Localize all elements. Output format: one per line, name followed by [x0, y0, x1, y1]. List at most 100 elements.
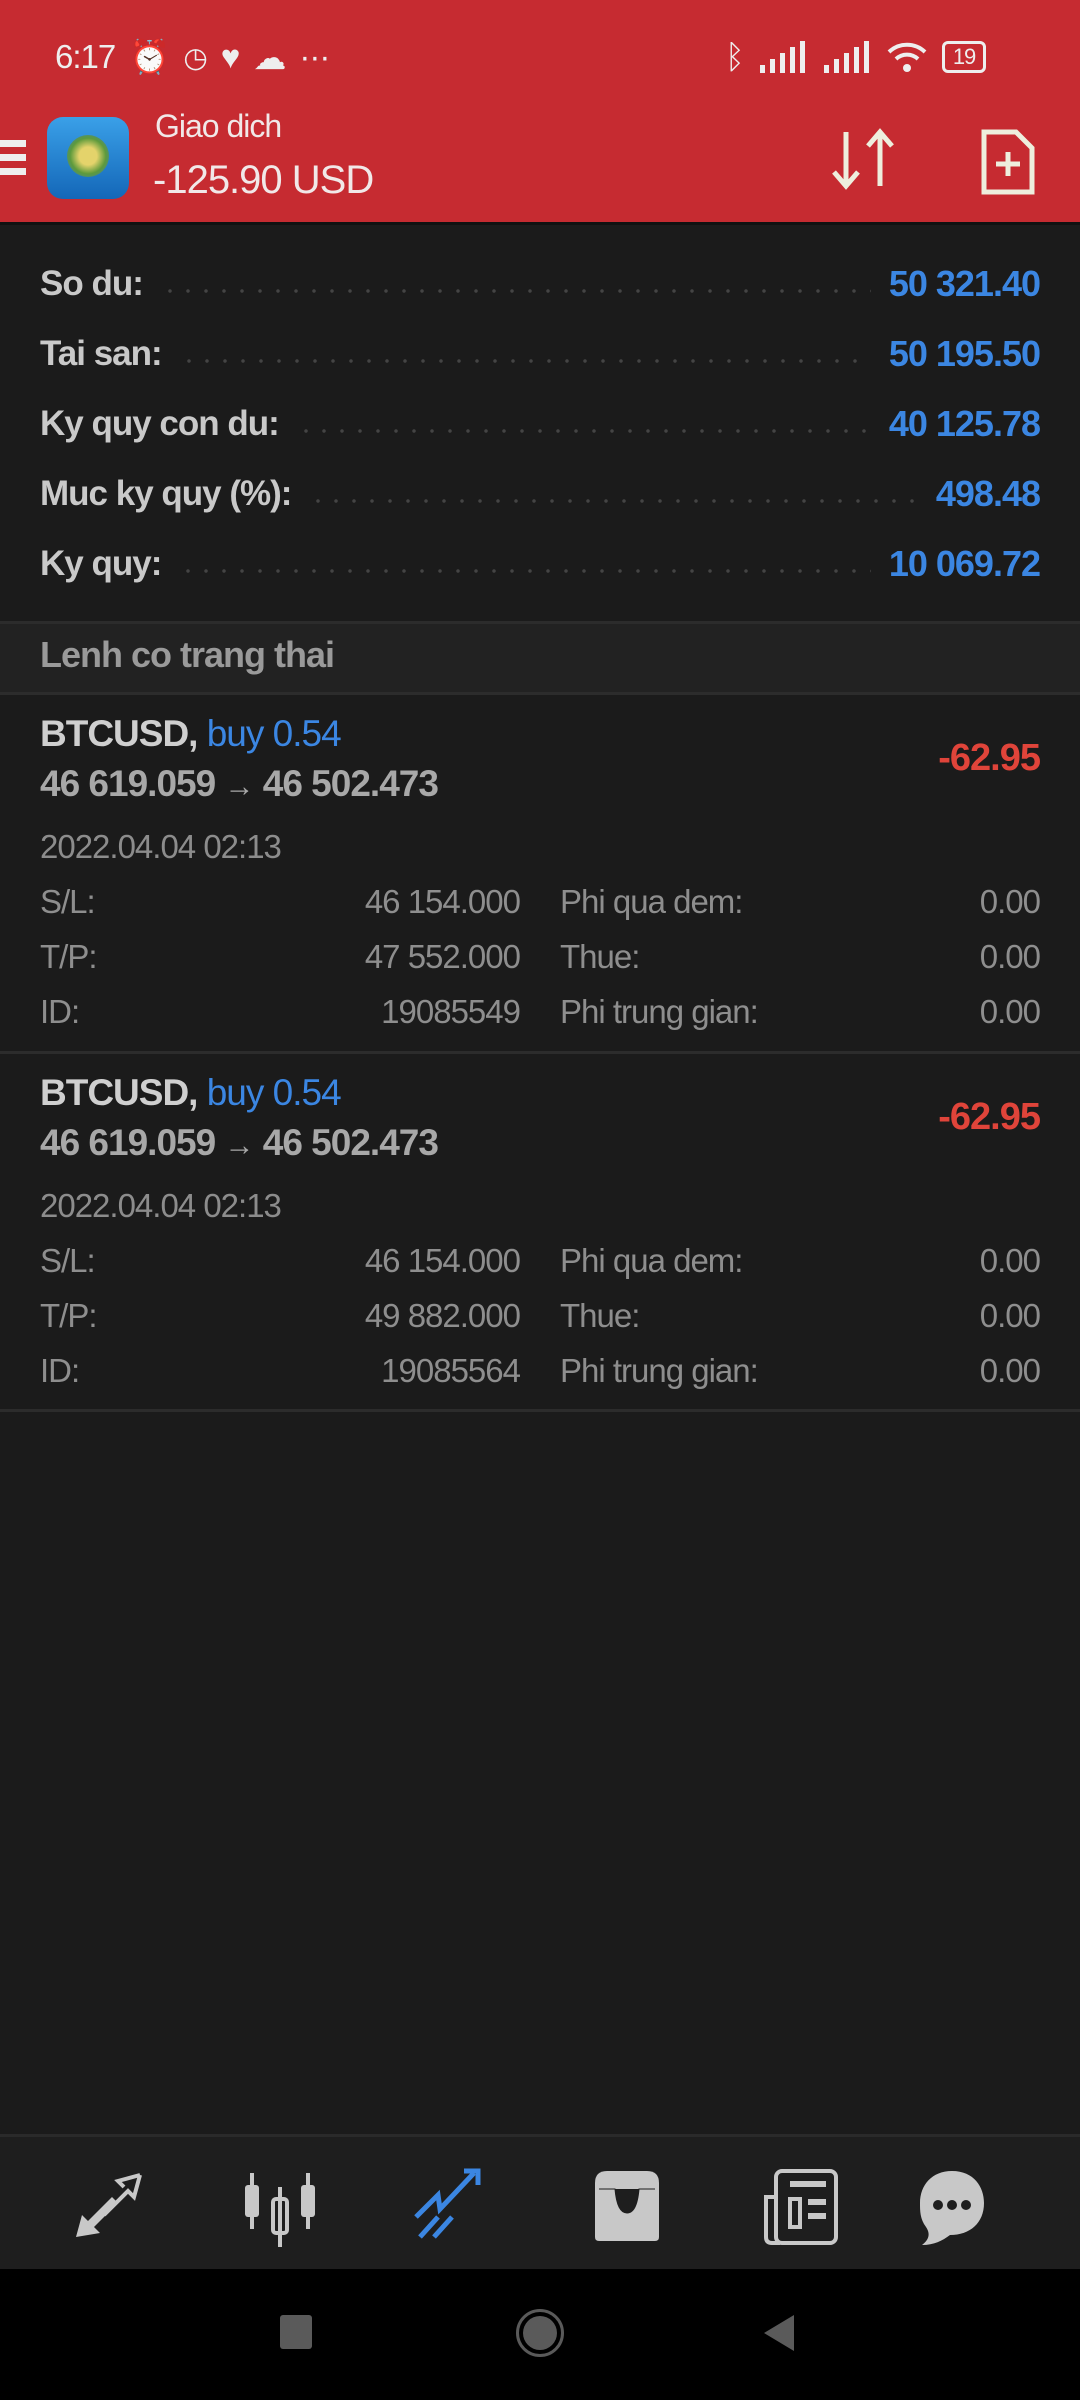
bluetooth-icon: ᛒ — [725, 38, 745, 75]
signal-icon — [823, 41, 869, 73]
tax-value: 0.00 — [979, 938, 1041, 975]
clock-icon: ◷ — [183, 41, 207, 73]
position-item[interactable]: BTCUSD, buy 0.54 46 619.059 → 46 502.473… — [0, 695, 1080, 1051]
divider — [0, 1409, 1080, 1412]
divider — [0, 1051, 1080, 1054]
arrow: → — [224, 1129, 254, 1162]
battery-level: 19 — [952, 44, 977, 69]
position-prices: 46 619.059 → 46 502.473 — [40, 1122, 439, 1164]
swap-label: Phi qua dem: — [560, 1242, 743, 1279]
bottom-nav — [0, 2134, 1080, 2269]
label: So du: — [40, 264, 144, 303]
dots — [309, 499, 918, 503]
menu-icon[interactable] — [0, 140, 26, 180]
sort-icon[interactable] — [828, 128, 900, 190]
order-side: buy 0.54 — [206, 1072, 342, 1113]
symbol: BTCUSD, — [40, 713, 198, 754]
page-title: Giao dich — [155, 108, 282, 144]
value: 10 069.72 — [888, 543, 1041, 584]
arrow: → — [224, 770, 254, 803]
label: Tai san: — [40, 334, 163, 373]
system-nav-bar — [0, 2269, 1080, 2400]
value: 50 321.40 — [888, 263, 1041, 304]
status-bar-left: 6:17 ⏰ ◷ ♥ ☁ ··· — [55, 34, 330, 80]
order-side: buy 0.54 — [206, 713, 342, 754]
commission-value: 0.00 — [979, 1352, 1041, 1389]
swap-value: 0.00 — [979, 1242, 1041, 1279]
app-header — [0, 0, 1080, 222]
id-value: 19085564 — [381, 1352, 521, 1389]
value: 50 195.50 — [888, 333, 1041, 374]
sl-value: 46 154.000 — [364, 883, 521, 920]
label: Ky quy con du: — [40, 404, 280, 443]
current-price: 46 502.473 — [262, 763, 439, 804]
chat-icon[interactable] — [912, 2167, 992, 2247]
more-icon: ··· — [299, 38, 330, 75]
trade-icon[interactable] — [412, 2167, 492, 2247]
dots — [160, 289, 871, 293]
home-button[interactable] — [516, 2309, 564, 2357]
position-item[interactable]: BTCUSD, buy 0.54 46 619.059 → 46 502.473… — [0, 1054, 1080, 1410]
summary-margin: Ky quy: 10 069.72 — [40, 539, 1041, 589]
sl-value: 46 154.000 — [364, 1242, 521, 1279]
id-value: 19085549 — [381, 993, 521, 1030]
account-profit: -125.90 USD — [153, 158, 374, 202]
tp-label: T/P: — [40, 938, 98, 975]
tp-label: T/P: — [40, 1297, 98, 1334]
open-time: 2022.04.04 02:13 — [40, 828, 282, 865]
position-prices: 46 619.059 → 46 502.473 — [40, 763, 439, 805]
summary-free-margin: Ky quy con du: 40 125.78 — [40, 399, 1041, 449]
open-price: 46 619.059 — [40, 763, 216, 804]
summary-margin-level: Muc ky quy (%): 498.48 — [40, 469, 1041, 519]
tax-label: Thue: — [560, 938, 640, 975]
profit: -62.95 — [938, 737, 1041, 779]
swap-value: 0.00 — [979, 883, 1041, 920]
commission-value: 0.00 — [979, 993, 1041, 1030]
battery-icon: 19 — [941, 41, 987, 73]
swap-label: Phi qua dem: — [560, 883, 743, 920]
heart-icon: ♥ — [220, 38, 241, 75]
new-order-icon[interactable] — [980, 128, 1036, 196]
open-time: 2022.04.04 02:13 — [40, 1187, 282, 1224]
section-header: Lenh co trang thai — [0, 624, 1080, 694]
alarm-icon: ⏰ — [129, 37, 170, 75]
history-icon[interactable] — [587, 2167, 667, 2247]
divider — [0, 222, 1080, 225]
app-logo — [47, 117, 129, 199]
tp-value: 47 552.000 — [364, 938, 521, 975]
id-label: ID: — [40, 993, 80, 1030]
id-label: ID: — [40, 1352, 80, 1389]
symbol: BTCUSD, — [40, 1072, 198, 1113]
open-price: 46 619.059 — [40, 1122, 216, 1163]
tp-value: 49 882.000 — [364, 1297, 521, 1334]
position-title: BTCUSD, buy 0.54 — [40, 713, 342, 755]
news-icon[interactable] — [760, 2167, 840, 2247]
quotes-icon[interactable] — [68, 2167, 148, 2247]
divider — [0, 692, 1080, 695]
dots — [179, 569, 871, 573]
sl-label: S/L: — [40, 883, 96, 920]
label: Ky quy: — [40, 544, 162, 583]
commission-label: Phi trung gian: — [560, 993, 759, 1030]
label: Muc ky quy (%): — [40, 474, 292, 513]
dots — [179, 359, 871, 363]
tax-value: 0.00 — [979, 1297, 1041, 1334]
current-price: 46 502.473 — [262, 1122, 439, 1163]
dots — [296, 429, 871, 433]
chart-icon[interactable] — [240, 2167, 320, 2247]
tax-label: Thue: — [560, 1297, 640, 1334]
summary-equity: Tai san: 50 195.50 — [40, 329, 1041, 379]
wifi-icon — [887, 42, 927, 72]
commission-label: Phi trung gian: — [560, 1352, 759, 1389]
profit: -62.95 — [938, 1096, 1041, 1138]
back-button[interactable] — [760, 2313, 796, 2353]
value: 498.48 — [935, 473, 1041, 514]
clock: 6:17 — [55, 38, 116, 75]
sl-label: S/L: — [40, 1242, 96, 1279]
signal-icon — [759, 41, 805, 73]
value: 40 125.78 — [888, 403, 1041, 444]
recents-button[interactable] — [280, 2315, 312, 2349]
divider — [0, 621, 1080, 624]
position-title: BTCUSD, buy 0.54 — [40, 1072, 342, 1114]
cloud-icon: ☁ — [253, 38, 286, 76]
